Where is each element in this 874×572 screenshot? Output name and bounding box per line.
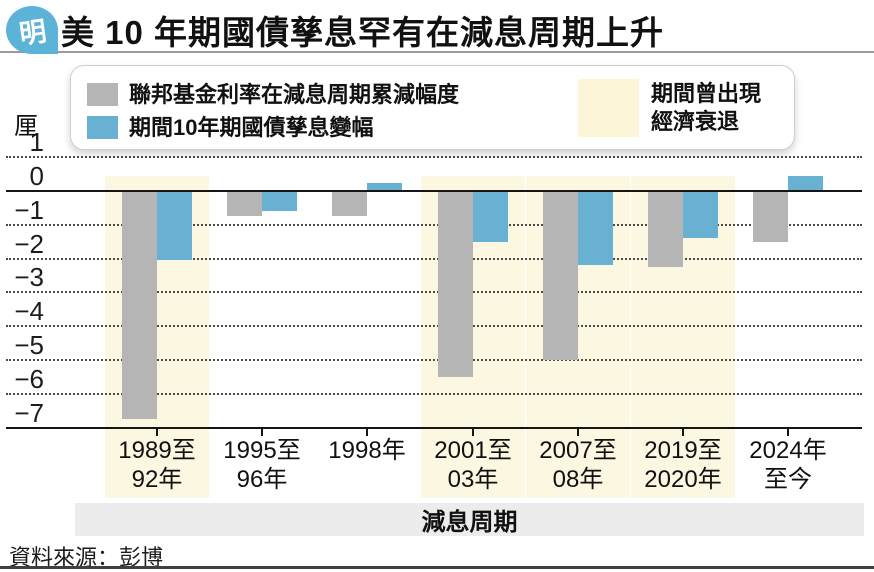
gridline bbox=[6, 257, 862, 260]
legend-label-recession-line1: 期間曾出現 bbox=[651, 81, 762, 106]
chart-legend: 聯邦基金利率在減息周期累減幅度 期間10年期國債孳息變幅 期間曾出現 經濟衰退 bbox=[70, 65, 795, 150]
category-label-line: 至今 bbox=[764, 466, 812, 493]
axis-line bbox=[6, 426, 862, 429]
mingpao-logo: 明 bbox=[6, 6, 58, 54]
page-title: 美 10 年期國債孳息罕有在減息周期上升 bbox=[61, 14, 665, 51]
category-label: 2019至 2020年 bbox=[631, 436, 735, 494]
y-axis-unit-label: 厘 bbox=[14, 113, 38, 140]
bar-fed-funds-cut bbox=[648, 191, 683, 268]
x-axis-tick bbox=[366, 428, 368, 436]
bar-fed-funds-cut bbox=[438, 191, 473, 377]
category-label-line: 96年 bbox=[236, 466, 288, 493]
x-axis-tick bbox=[156, 428, 158, 436]
bar-fed-funds-cut bbox=[753, 191, 788, 242]
category-label-line: 2007至 bbox=[539, 437, 617, 464]
gridline bbox=[6, 392, 862, 395]
category-label-line: 1998年 bbox=[328, 437, 406, 464]
source-note: 資料來源：彭博 bbox=[9, 545, 164, 570]
y-tick-label: −4 bbox=[14, 296, 44, 327]
y-tick-label: −1 bbox=[14, 194, 44, 225]
gridline bbox=[6, 359, 862, 361]
y-tick-label: −2 bbox=[14, 228, 44, 259]
x-axis-tick bbox=[261, 428, 263, 436]
category-label: 2001至 03年 bbox=[421, 436, 525, 494]
category-label: 1995至 96年 bbox=[210, 436, 314, 494]
y-tick-label: −5 bbox=[14, 330, 44, 360]
bar-treasury-yield-change bbox=[578, 191, 613, 266]
legend-label-fed-funds: 聯邦基金利率在減息周期累減幅度 bbox=[129, 82, 460, 107]
category-label: 1998年 bbox=[315, 436, 419, 465]
axis-line bbox=[6, 190, 862, 192]
legend-swatch-treasury-yield bbox=[87, 116, 118, 139]
gridline bbox=[6, 156, 862, 159]
category-label-line: 1995至 bbox=[223, 437, 301, 464]
legend-swatch-recession bbox=[578, 79, 639, 137]
gridline bbox=[6, 223, 862, 226]
header-divider bbox=[0, 51, 874, 53]
bar-treasury-yield-change bbox=[367, 182, 402, 191]
legend-swatch-fed-funds bbox=[87, 83, 118, 106]
x-axis-tick bbox=[787, 428, 789, 436]
bottom-divider bbox=[0, 566, 874, 569]
bar-treasury-yield-change bbox=[788, 175, 823, 191]
category-label-line: 08年 bbox=[552, 466, 604, 493]
y-tick-label: −7 bbox=[14, 397, 44, 428]
bar-fed-funds-cut bbox=[122, 191, 157, 420]
y-tick-label: 0 bbox=[29, 161, 44, 191]
x-axis-group-label: 減息周期 bbox=[421, 509, 518, 536]
category-label-line: 2019至 bbox=[644, 437, 722, 464]
legend-label-recession: 期間曾出現 經濟衰退 bbox=[651, 80, 761, 136]
gridline bbox=[6, 291, 862, 294]
x-axis-tick bbox=[472, 428, 474, 436]
legend-label-treasury-yield: 期間10年期國債孳息變幅 bbox=[129, 115, 374, 140]
bar-treasury-yield-change bbox=[262, 191, 297, 212]
category-label-line: 2020年 bbox=[644, 466, 722, 493]
bar-treasury-yield-change bbox=[157, 191, 192, 261]
category-label-line: 2001至 bbox=[434, 437, 512, 464]
bar-fed-funds-cut bbox=[543, 191, 578, 360]
bar-treasury-yield-change bbox=[473, 191, 508, 242]
y-tick-label: −6 bbox=[14, 363, 44, 394]
logo-character: 明 bbox=[16, 15, 48, 50]
bar-treasury-yield-change bbox=[683, 191, 718, 239]
x-axis-tick bbox=[682, 428, 684, 436]
category-label-line: 2024年 bbox=[749, 437, 827, 464]
y-tick-label: −3 bbox=[14, 262, 44, 293]
y-tick-label: 1 bbox=[29, 127, 44, 158]
category-label-line: 03年 bbox=[447, 466, 499, 493]
category-label-line: 92年 bbox=[131, 466, 183, 493]
x-axis-group-band: 減息周期 bbox=[75, 503, 864, 536]
bar-fed-funds-cut bbox=[332, 191, 367, 217]
category-label-line: 1989至 bbox=[118, 437, 196, 464]
category-label: 1989至 92年 bbox=[105, 436, 209, 494]
bar-fed-funds-cut bbox=[227, 191, 262, 217]
legend-label-recession-line2: 經濟衰退 bbox=[651, 109, 740, 134]
x-axis-tick bbox=[577, 428, 579, 436]
category-label: 2007至 08年 bbox=[526, 436, 630, 494]
category-label: 2024年 至今 bbox=[736, 436, 840, 494]
gridline bbox=[6, 325, 862, 328]
